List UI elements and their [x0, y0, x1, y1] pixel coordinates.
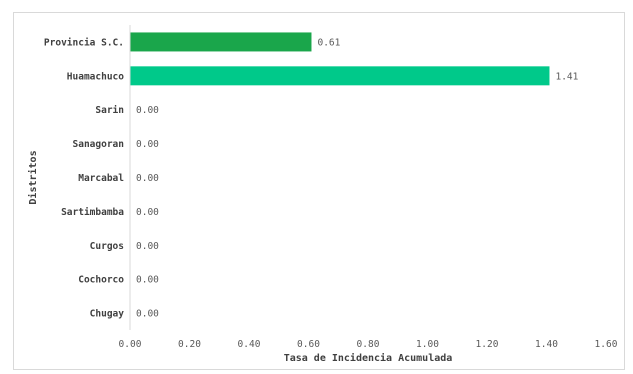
data-label: 0.00 — [136, 173, 159, 184]
x-tick-label: 1.60 — [595, 339, 618, 350]
category-labels-group: Provincia S.C. Huamachuco Sarin Sanagoran Ma… — [44, 37, 124, 319]
x-tick-label: 1.00 — [416, 339, 439, 350]
y-axis-title: Distritos — [27, 150, 39, 204]
category-label: Curgos — [90, 241, 124, 252]
x-tick-label: 1.20 — [476, 339, 499, 350]
x-tick-label: 1.40 — [535, 339, 558, 350]
data-label: 0.61 — [317, 37, 340, 48]
x-tick-label: 0.00 — [119, 339, 142, 350]
data-label: 0.00 — [136, 309, 159, 320]
data-labels-group: 0.61 1.41 0.00 0.00 0.00 0.00 0.00 0.00 0.00 — [136, 37, 579, 319]
x-tick-label: 0.40 — [238, 339, 261, 350]
category-label: Huamachuco — [67, 71, 124, 82]
data-label: 0.00 — [136, 275, 159, 286]
category-label: Marcabal — [78, 173, 124, 184]
x-tick-labels-group: 0.00 0.20 0.40 0.60 0.80 1.00 1.20 1.40 1.60 — [119, 339, 618, 350]
category-label: Cochorco — [78, 275, 124, 286]
data-label: 0.00 — [136, 207, 159, 218]
bar-provincia-s-c — [130, 32, 312, 52]
data-label: 1.41 — [555, 71, 578, 82]
x-tick-label: 0.60 — [297, 339, 320, 350]
category-label: Chugay — [90, 309, 125, 320]
category-label: Sanagoran — [73, 139, 124, 150]
bars-group — [130, 32, 550, 86]
category-label: Provincia S.C. — [44, 37, 124, 48]
bar-huamachuco — [130, 66, 550, 86]
category-label: Sarin — [95, 105, 124, 116]
x-tick-label: 0.20 — [178, 339, 201, 350]
x-axis-title: Tasa de Incidencia Acumulada — [284, 352, 453, 364]
x-tick-label: 0.80 — [357, 339, 380, 350]
data-label: 0.00 — [136, 241, 159, 252]
data-label: 0.00 — [136, 139, 159, 150]
data-label: 0.00 — [136, 105, 159, 116]
category-label: Sartimbamba — [61, 207, 124, 218]
